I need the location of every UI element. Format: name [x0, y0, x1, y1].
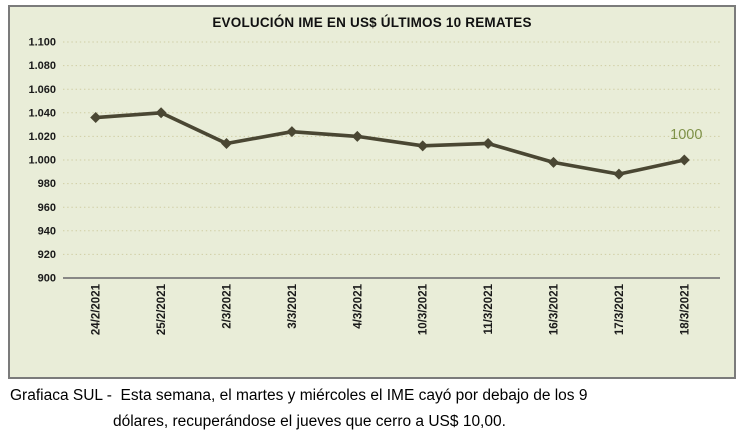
line-chart-canvas: 900 920 940 960 980 1.000 1.020 1.040 1.060 1.080… — [28, 37, 720, 335]
y-tick-label: 920 — [38, 249, 56, 261]
y-tick-label: 940 — [38, 225, 56, 237]
data-point-marker — [221, 137, 232, 149]
y-tick-label: 1.060 — [28, 84, 56, 96]
x-tick-label: 2/3/2021 — [222, 283, 234, 328]
data-point-marker — [351, 130, 363, 142]
x-tick-label: 25/2/2021 — [156, 283, 168, 335]
y-tick-label: 1.040 — [28, 107, 56, 119]
x-tick-label: 16/3/2021 — [549, 283, 561, 335]
data-point-marker — [482, 137, 494, 149]
caption-line-2: dólares, recuperándose el jueves que cer… — [113, 413, 506, 430]
data-point-marker — [155, 107, 167, 119]
data-point-marker — [286, 126, 298, 138]
y-tick-label: 1.000 — [28, 155, 56, 167]
y-tick-label: 980 — [38, 178, 56, 190]
last-point-label: 1000 — [670, 127, 702, 143]
y-tick-label: 1.100 — [28, 37, 56, 49]
x-tick-label: 11/3/2021 — [483, 283, 495, 334]
x-tick-label: 17/3/2021 — [614, 283, 626, 335]
data-point-marker — [678, 154, 690, 166]
y-tick-label: 1.020 — [28, 131, 56, 143]
x-tick-label: 18/3/2021 — [679, 283, 691, 335]
caption-line-1: Grafiaca SUL - Esta semana, el martes y … — [10, 387, 588, 404]
chart-panel: 900 920 940 960 980 1.000 1.020 1.040 1.060 1.080… — [8, 5, 736, 379]
chart-title: EVOLUCIÓN IME EN US$ ÚLTIMOS 10 REMATES — [212, 15, 532, 30]
data-point-marker — [548, 156, 559, 168]
x-tick-label: 10/3/2021 — [418, 283, 430, 335]
series-line — [93, 111, 687, 176]
x-tick-label: 3/3/2021 — [287, 283, 299, 328]
y-tick-label: 960 — [38, 202, 56, 214]
y-tick-label: 900 — [38, 273, 56, 285]
x-tick-label: 24/2/2021 — [91, 283, 103, 335]
data-point-marker — [90, 112, 102, 124]
caption: Grafiaca SUL - Esta semana, el martes y … — [0, 383, 750, 435]
y-tick-label: 1.080 — [28, 60, 56, 72]
data-point-marker — [613, 168, 625, 180]
data-point-marker — [417, 140, 429, 152]
x-tick-label: 4/3/2021 — [352, 283, 364, 328]
